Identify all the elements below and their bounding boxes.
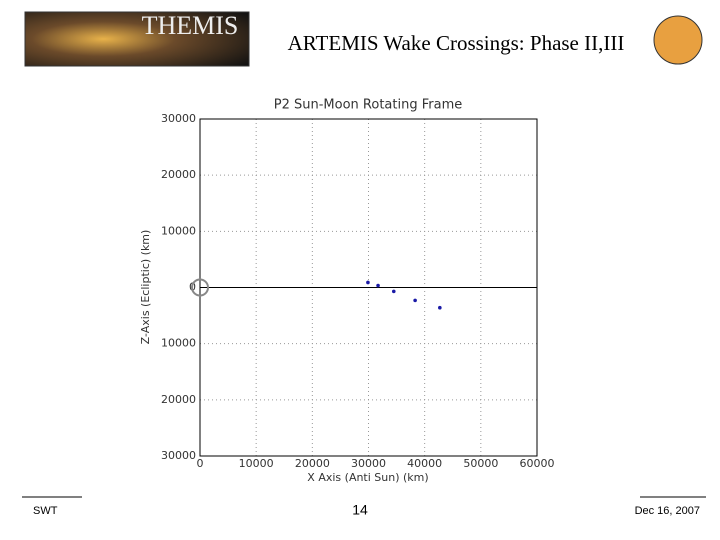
footer-date: Dec 16, 2007	[635, 505, 700, 517]
data-point	[366, 280, 370, 285]
logo-text: THEMIS	[142, 11, 239, 40]
data-point	[438, 305, 442, 310]
x-tick-label: 30000	[351, 457, 386, 470]
y-tick-label: 20000	[161, 168, 196, 181]
x-tick-label: 20000	[295, 457, 330, 470]
y-tick-label: 20000	[161, 393, 196, 406]
footer-left: SWT	[33, 505, 58, 517]
page-number: 14	[352, 502, 368, 518]
y-tick-label: 30000	[161, 112, 196, 125]
chart-title: P2 Sun-Moon Rotating Frame	[274, 98, 462, 113]
data-point	[391, 289, 396, 294]
data-point	[376, 283, 380, 288]
logo-banner	[24, 11, 250, 67]
y-axis-label: Z-Axis (Ecliptic) (km)	[139, 230, 152, 345]
data-point	[413, 298, 417, 303]
x-tick-label: 50000	[463, 457, 498, 470]
y-tick-label: 10000	[161, 337, 196, 350]
earth-marker	[191, 278, 209, 297]
x-tick-label: 10000	[239, 457, 274, 470]
x-tick-label: 40000	[407, 457, 442, 470]
mission-patch	[653, 15, 703, 65]
x-axis-label: X Axis (Anti Sun) (km)	[307, 471, 428, 484]
y-tick-label: 30000	[161, 449, 196, 462]
slide-title: ARTEMIS Wake Crossings: Phase II,III	[288, 31, 625, 55]
x-tick-label: 60000	[520, 457, 555, 470]
x-tick-label: 0	[197, 457, 204, 470]
y-tick-label: 10000	[161, 224, 196, 237]
